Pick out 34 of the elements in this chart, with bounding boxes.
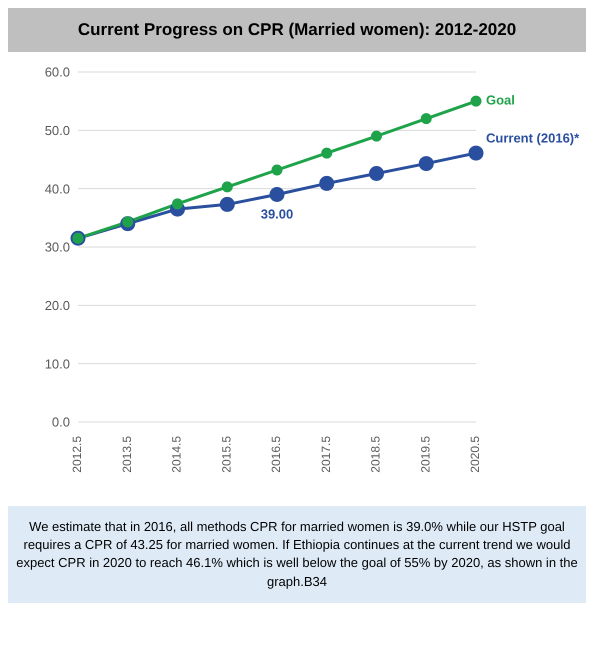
y-tick-label: 10.0	[44, 356, 70, 372]
point	[470, 96, 482, 107]
point	[270, 187, 284, 202]
point	[371, 130, 382, 142]
x-tick-label: 2012.5	[70, 436, 84, 473]
point	[321, 148, 332, 159]
point	[420, 113, 432, 124]
point	[369, 166, 384, 181]
point	[220, 196, 235, 212]
point	[222, 181, 233, 192]
point	[319, 176, 334, 191]
y-tick-label: 30.0	[44, 240, 70, 255]
x-tick-label: 2017.5	[318, 436, 333, 473]
point	[468, 146, 484, 161]
y-tick-label: 50.0	[44, 122, 70, 138]
point	[418, 156, 434, 172]
x-tick-label: 2016.5	[269, 436, 284, 473]
y-tick-label: 40.0	[44, 181, 70, 196]
point	[272, 164, 282, 176]
text: We estimate that in 2016, all methods CPR for married women is 39.0% while our HSTP goal requires a CPR of 43.25 for married women. If Ethiopia continues at the current trend we would expect CPR in 2020 to reach 46.1% which is well below the goal of 55% by 2020, as shown in the graph.B34	[8, 506, 586, 603]
x-tick-label: 2018.5	[368, 436, 383, 473]
chart-title: Current Progress on CPR (Married women): 2012-2020	[8, 8, 586, 52]
y-tick-label: 20.0	[44, 298, 70, 313]
data-label: 39.00	[260, 206, 294, 222]
x-tick-label: 2013.5	[120, 436, 134, 473]
x-tick-label: 2019.5	[418, 436, 432, 473]
y-tick-label: 60.0	[44, 64, 70, 80]
point	[172, 198, 183, 210]
series-label: Goal	[486, 92, 515, 108]
x-tick-label: 2015.5	[219, 436, 234, 473]
y-tick-label: 0.0	[52, 414, 70, 430]
series-label: Current (2016)*	[486, 130, 580, 146]
x-tick-label: 2020.5	[468, 436, 482, 473]
x-tick-label: 2014.5	[170, 436, 184, 473]
